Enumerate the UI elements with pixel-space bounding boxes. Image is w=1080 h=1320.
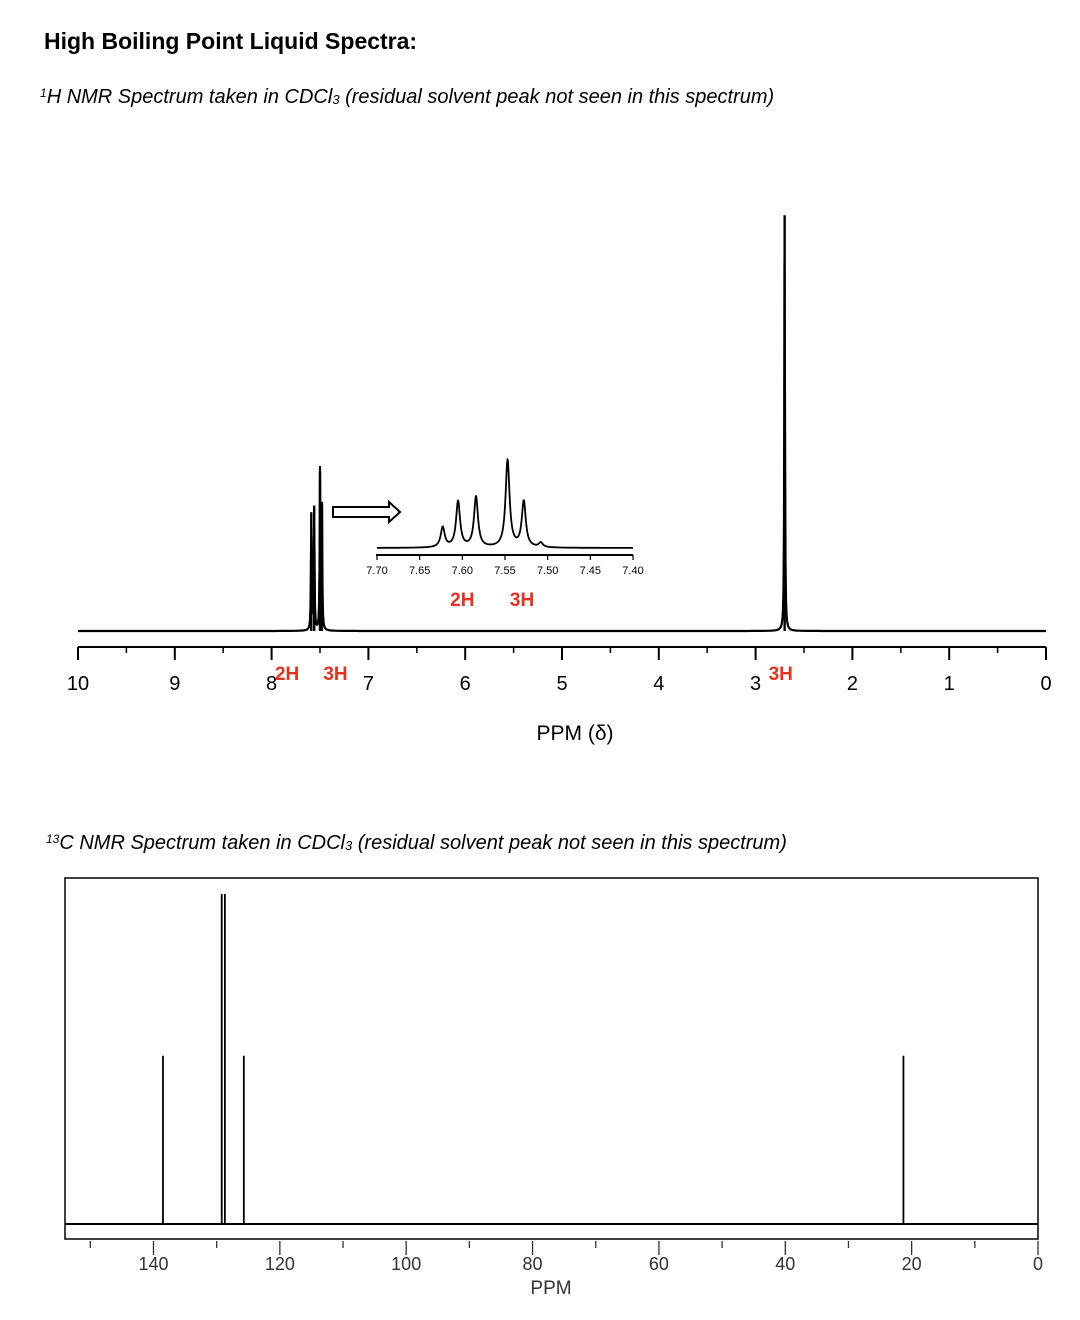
- inset-tick-label: 7.65: [409, 565, 430, 577]
- c13-tick-label: 0: [1033, 1254, 1043, 1274]
- h1-inset-chart: 7.70 7.65 7.60 7.55 7.50 7.45 7.40 2H 3H: [366, 458, 644, 611]
- h1-peak-group: [310, 215, 786, 631]
- h1-tick-label: 5: [556, 673, 567, 695]
- inset-tick-label: 7.40: [622, 565, 643, 577]
- inset-tick-label: 7.60: [452, 565, 473, 577]
- c13-tick-label: 60: [649, 1254, 669, 1274]
- h1-x-axis-label: PPM (δ): [536, 722, 613, 745]
- h1-tick-label: 8: [266, 673, 277, 695]
- inset-tick-label: 7.50: [537, 565, 558, 577]
- inset-integration-label: 3H: [510, 590, 534, 611]
- h1-x-axis: 10 9 8 7 6 5 4 3 2 1 0: [67, 646, 1052, 695]
- h1-tick-label: 2: [847, 673, 858, 695]
- c13-x-axis: 140 120 100 80 60 40 20 0: [89, 1241, 1043, 1274]
- c13-peak-group: [162, 894, 905, 1224]
- inset-tick-label: 7.70: [366, 565, 387, 577]
- h1-caption-text: H NMR Spectrum taken in CDCl: [46, 86, 333, 108]
- h1-tick-label: 6: [460, 673, 471, 695]
- h1-tick-label: 4: [653, 673, 664, 695]
- c13-x-axis-label: PPM: [530, 1278, 571, 1299]
- inset-spectrum-trace: [376, 458, 634, 549]
- c13-tick-label: 140: [138, 1254, 168, 1274]
- c13-tick-label: 100: [391, 1254, 421, 1274]
- h1-tick-label: 3: [750, 673, 761, 695]
- c13-caption-text: C NMR Spectrum taken in CDCl: [59, 832, 345, 854]
- zoom-arrow-icon: [332, 499, 402, 525]
- c13-caption-superscript: 13: [46, 832, 60, 846]
- h1-nmr-chart: 10 9 8 7 6 5 4 3 2 1 0 2H 3H 3H PPM (δ) 7.70 7.65 7.60…: [67, 215, 1052, 745]
- h1-tick-label: 1: [944, 673, 955, 695]
- inset-tick-label: 7.55: [494, 565, 515, 577]
- h1-nmr-caption: 1H NMR Spectrum taken in CDCl3 (residual…: [40, 86, 774, 109]
- c13-nmr-caption: 13C NMR Spectrum taken in CDCl3 (residua…: [46, 832, 787, 855]
- c13-tick-label: 40: [775, 1254, 795, 1274]
- c13-caption-subscript: 3: [344, 838, 353, 853]
- c13-tick-label: 20: [902, 1254, 922, 1274]
- inset-integration-label: 2H: [450, 590, 474, 611]
- inset-integration-labels: 2H 3H: [450, 590, 534, 611]
- h1-integration-label: 3H: [769, 664, 793, 685]
- h1-tick-label: 9: [169, 673, 180, 695]
- c13-caption-text-end: (residual solvent peak not seen in this …: [352, 832, 787, 854]
- h1-caption-subscript: 3: [332, 92, 340, 107]
- h1-integration-labels: 2H 3H 3H: [275, 664, 793, 685]
- h1-integration-label: 3H: [323, 664, 347, 685]
- inset-tick-label: 7.45: [580, 565, 601, 577]
- c13-tick-label: 120: [265, 1254, 295, 1274]
- c13-plot-frame: [64, 877, 1039, 1240]
- page-title: High Boiling Point Liquid Spectra:: [44, 28, 418, 54]
- h1-tick-label: 7: [363, 673, 374, 695]
- h1-tick-label: 10: [67, 673, 89, 695]
- h1-caption-superscript: 1: [40, 86, 47, 100]
- h1-caption-text-end: (residual solvent peak not seen in this …: [339, 86, 775, 108]
- inset-ticks: 7.70 7.65 7.60 7.55 7.50 7.45 7.40: [366, 555, 644, 577]
- h1-integration-label: 2H: [275, 664, 299, 685]
- h1-spectrum-trace: [77, 262, 1047, 633]
- c13-tick-label: 80: [523, 1254, 543, 1274]
- h1-tick-label: 0: [1040, 673, 1051, 695]
